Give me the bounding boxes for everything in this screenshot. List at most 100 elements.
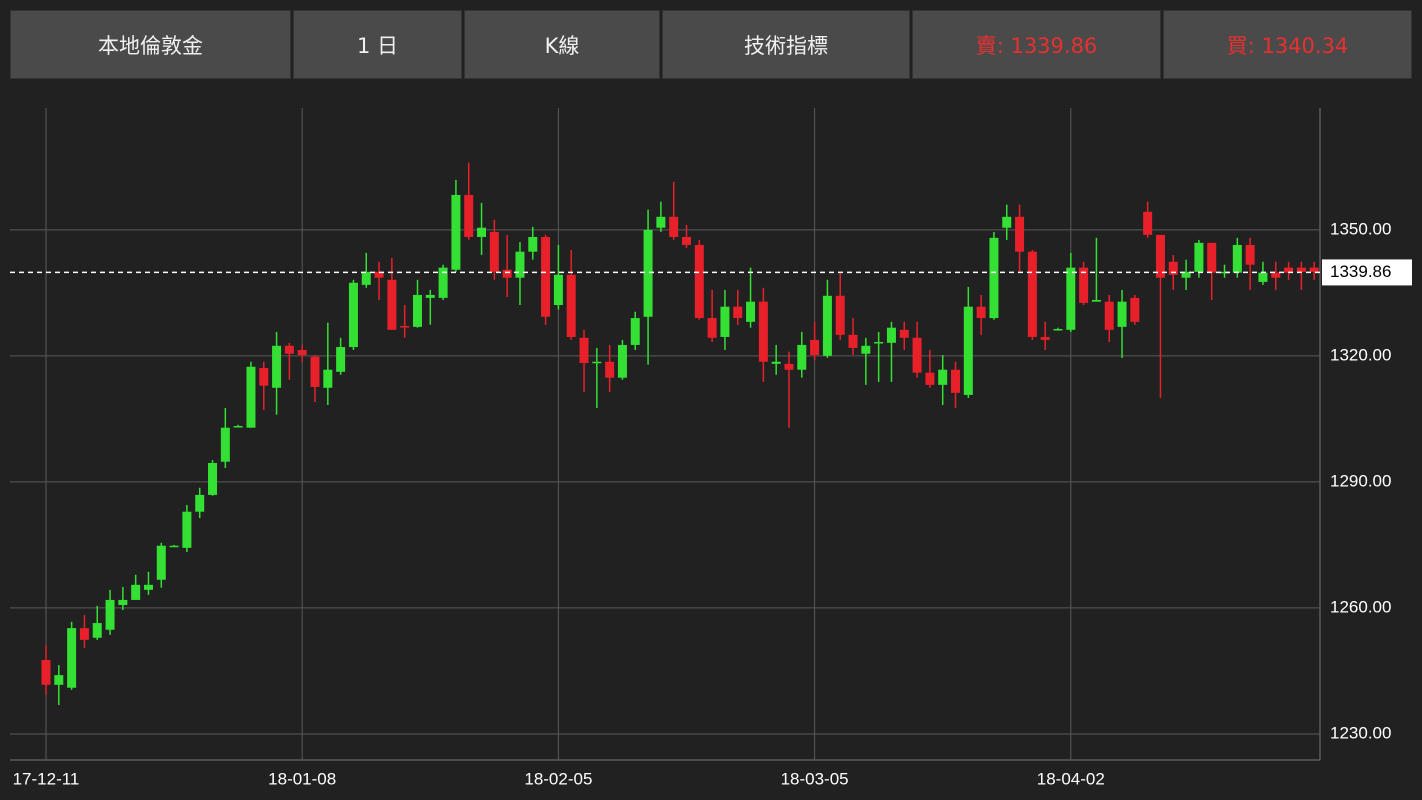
candle-body bbox=[387, 279, 397, 330]
candle-body bbox=[1040, 336, 1050, 340]
candle-body bbox=[438, 267, 448, 298]
x-tick-label: 18-02-05 bbox=[524, 769, 592, 788]
candle-body bbox=[553, 274, 563, 306]
y-tick-label: 1320.00 bbox=[1330, 345, 1391, 364]
candle-body bbox=[1207, 242, 1217, 273]
candle-body bbox=[1296, 267, 1306, 272]
candle-body bbox=[502, 269, 512, 278]
candle-body bbox=[489, 231, 499, 272]
candle-body bbox=[1284, 267, 1294, 273]
candle-body bbox=[1143, 211, 1153, 235]
candle-body bbox=[541, 236, 551, 317]
candle-body bbox=[92, 623, 102, 638]
candle-body bbox=[810, 339, 820, 356]
candle-body bbox=[54, 675, 64, 685]
candle-body bbox=[41, 660, 51, 685]
candle-body bbox=[169, 545, 179, 548]
candle-body bbox=[643, 229, 653, 317]
candle-body bbox=[105, 599, 115, 630]
candle-body bbox=[938, 369, 948, 385]
candle-body bbox=[1002, 216, 1012, 228]
candle-body bbox=[707, 318, 717, 338]
candle-body bbox=[297, 349, 307, 356]
candle-body bbox=[1104, 301, 1114, 330]
candle-body bbox=[1245, 244, 1255, 265]
candle-body bbox=[182, 511, 192, 548]
x-tick-label: 17-12-11 bbox=[13, 769, 80, 788]
candle-body bbox=[694, 244, 704, 319]
candle-body bbox=[477, 227, 487, 237]
candle-body bbox=[1220, 271, 1230, 274]
candle-body bbox=[912, 337, 922, 373]
candle-body bbox=[118, 599, 128, 605]
chart-type-button[interactable]: K線 bbox=[464, 10, 660, 79]
candle-body bbox=[720, 306, 730, 337]
candle-body bbox=[1232, 244, 1242, 273]
candle-body bbox=[669, 216, 679, 237]
candle-body bbox=[758, 301, 768, 362]
indicator-button[interactable]: 技術指標 bbox=[662, 10, 910, 79]
x-tick-label: 18-01-08 bbox=[268, 769, 336, 788]
candle-body bbox=[131, 584, 141, 600]
candle-body bbox=[451, 194, 461, 270]
candle-body bbox=[425, 294, 435, 298]
candle-body bbox=[771, 361, 781, 364]
x-tick-label: 18-04-02 bbox=[1037, 769, 1105, 788]
candle-body bbox=[592, 361, 602, 364]
candle-body bbox=[515, 251, 525, 278]
candle-body bbox=[246, 366, 256, 428]
period-button[interactable]: 1 日 bbox=[293, 10, 462, 79]
candle-body bbox=[1066, 267, 1076, 330]
candle-body bbox=[208, 462, 218, 495]
candle-body bbox=[848, 334, 858, 348]
candle-body bbox=[361, 271, 371, 285]
candle-body bbox=[528, 236, 538, 252]
candle-body bbox=[784, 363, 794, 370]
candle-body bbox=[861, 345, 871, 354]
candle-body bbox=[464, 194, 474, 237]
candle-body bbox=[822, 295, 832, 356]
candle-body bbox=[797, 344, 807, 370]
candle-body bbox=[1091, 299, 1101, 302]
candle-body bbox=[310, 356, 320, 387]
candle-body bbox=[195, 494, 205, 512]
candle-body bbox=[143, 584, 153, 590]
candle-body bbox=[989, 237, 999, 319]
candle-body bbox=[284, 345, 294, 354]
candle-body bbox=[925, 372, 935, 385]
candle-body bbox=[336, 347, 346, 372]
candle-body bbox=[156, 545, 166, 580]
candle-body bbox=[886, 327, 896, 343]
candle-body bbox=[1258, 272, 1268, 282]
candle-body bbox=[79, 628, 89, 640]
candle-body bbox=[951, 369, 961, 393]
x-tick-label: 18-03-05 bbox=[781, 769, 849, 788]
candle-body bbox=[605, 361, 615, 378]
buy-button[interactable]: 買: 1340.34 bbox=[1163, 10, 1412, 79]
candle-body bbox=[976, 306, 986, 319]
candle-body bbox=[746, 301, 756, 322]
candle-body bbox=[579, 337, 589, 364]
candle-body bbox=[1271, 272, 1281, 278]
candle-body bbox=[1168, 261, 1178, 275]
candle-body bbox=[733, 306, 743, 319]
price-label: 1339.86 bbox=[1330, 262, 1391, 281]
candle-body bbox=[348, 282, 358, 348]
sell-button[interactable]: 賣: 1339.86 bbox=[912, 10, 1161, 79]
candle-body bbox=[1130, 297, 1140, 322]
symbol-button[interactable]: 本地倫敦金 bbox=[10, 10, 291, 79]
candle-body bbox=[1155, 234, 1165, 278]
candle-body bbox=[67, 628, 77, 688]
candle-body bbox=[566, 274, 576, 337]
candle-body bbox=[412, 294, 422, 327]
candle-body bbox=[963, 306, 973, 395]
candle-body bbox=[656, 216, 666, 228]
y-tick-label: 1290.00 bbox=[1330, 471, 1391, 490]
candle-body bbox=[1117, 301, 1127, 327]
candle-body bbox=[259, 368, 269, 386]
candle-body bbox=[220, 427, 230, 462]
candle-body bbox=[1079, 267, 1089, 303]
toolbar: 本地倫敦金 1 日 K線 技術指標 賣: 1339.86 買: 1340.34 bbox=[10, 10, 1412, 79]
candle-body bbox=[233, 426, 243, 428]
